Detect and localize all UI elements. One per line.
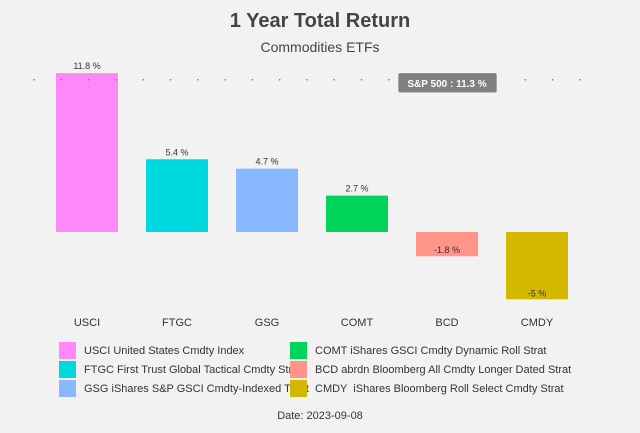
reference-dot <box>115 78 117 81</box>
data-label: 2.7 % <box>345 184 368 194</box>
legend-swatch <box>290 380 307 397</box>
date-label: Date: 2023-09-08 <box>277 410 363 422</box>
legend-item: CMDY iShares Bloomberg Roll Select Cmdty… <box>290 379 571 398</box>
legend-item: GSG iShares S&P GSCI Cmdty-Indexed Trust <box>59 379 309 398</box>
x-tick-label: FTGC <box>162 317 192 329</box>
legend-label: COMT iShares GSCI Cmdty Dynamic Roll Str… <box>315 344 547 357</box>
legend-label: BCD abrdn Bloomberg All Cmdty Longer Dat… <box>315 363 572 376</box>
data-label: -1.8 % <box>434 245 460 255</box>
bar-bcd <box>416 232 478 257</box>
data-label: 11.8 % <box>73 61 100 71</box>
legend-item: COMT iShares GSCI Cmdty Dynamic Roll Str… <box>290 341 571 360</box>
bar-comt <box>326 195 388 232</box>
legend-col-1: USCI United States Cmdty Index FTGC First… <box>59 341 309 398</box>
legend-swatch <box>59 380 76 397</box>
legend-label: FTGC First Trust Global Tactical Cmdty S… <box>84 363 302 376</box>
reference-label: S&P 500 : 11.3 % <box>407 79 486 90</box>
reference-dot <box>333 78 336 81</box>
reference-dot <box>169 78 172 81</box>
reference-dot <box>278 78 281 81</box>
legend-label: CMDY iShares Bloomberg Roll Select Cmdty… <box>315 382 564 395</box>
x-tick-label: BCD <box>435 317 458 329</box>
x-tick-label: COMT <box>341 317 374 329</box>
reference-dot <box>388 78 390 81</box>
chart-subtitle: Commodities ETFs <box>260 39 379 55</box>
bar-cmdy <box>506 232 568 300</box>
reference-dot <box>524 78 527 81</box>
bar-usci <box>56 73 118 232</box>
reference-dot <box>33 78 35 81</box>
reference-dot <box>360 78 363 81</box>
legend-col-2: COMT iShares GSCI Cmdty Dynamic Roll Str… <box>290 341 571 398</box>
x-tick-label: CMDY <box>521 317 554 329</box>
legend-label: USCI United States Cmdty Index <box>84 344 245 357</box>
legend-item: BCD abrdn Bloomberg All Cmdty Longer Dat… <box>290 360 571 379</box>
reference-dot <box>579 78 581 81</box>
legend-item: USCI United States Cmdty Index <box>59 341 309 360</box>
legend-swatch <box>290 361 307 378</box>
data-label: -5 % <box>528 288 547 298</box>
x-tick-label: USCI <box>74 317 100 329</box>
bar-ftgc <box>146 159 208 232</box>
reference-dot <box>142 78 144 81</box>
reference-dot <box>251 78 254 81</box>
reference-box <box>397 72 498 94</box>
reference-dot <box>197 78 199 81</box>
legend-item: FTGC First Trust Global Tactical Cmdty S… <box>59 360 309 379</box>
legend-swatch <box>59 342 76 359</box>
data-label: 5.4 % <box>165 147 188 157</box>
reference-dot <box>87 78 90 81</box>
legend-label: GSG iShares S&P GSCI Cmdty-Indexed Trust <box>84 382 309 395</box>
legend-swatch <box>290 342 307 359</box>
reference-dot <box>224 78 226 81</box>
reference-dot <box>551 78 554 81</box>
bar-gsg <box>236 168 298 232</box>
reference-dot <box>60 78 63 81</box>
legend-swatch <box>59 361 76 378</box>
data-label: 4.7 % <box>255 157 278 167</box>
reference-dot <box>306 78 308 81</box>
chart-title: 1 Year Total Return <box>230 10 410 32</box>
x-tick-label: GSG <box>255 317 279 329</box>
